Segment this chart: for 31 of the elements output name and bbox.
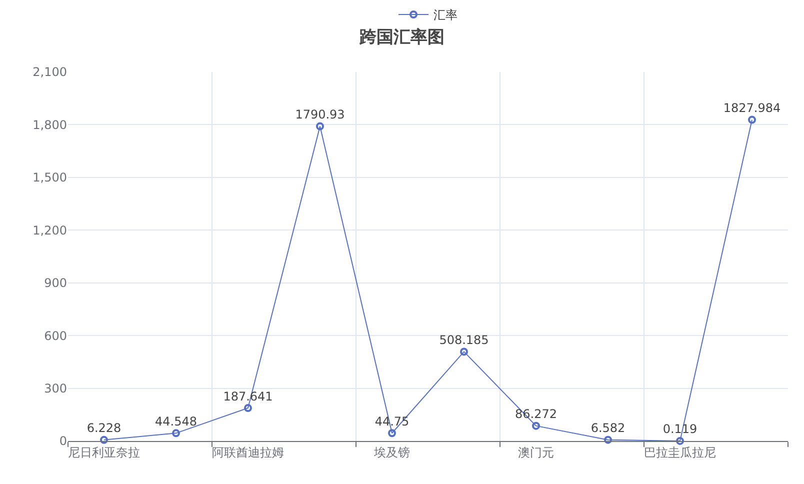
y-tick-label: 0: [59, 434, 67, 448]
point: [316, 122, 324, 130]
point: [388, 429, 396, 438]
data-label: 1790.93: [295, 108, 345, 122]
point: [100, 436, 108, 444]
data-label: 1827.984: [723, 101, 781, 116]
chart-title: 跨国汇率图: [358, 27, 444, 48]
x-tick-label: 阿联酋迪拉姆: [212, 445, 284, 460]
data-label: 6.228: [86, 421, 122, 436]
x-tick-label: 尼日利亚奈拉: [68, 445, 140, 460]
point: [532, 422, 540, 430]
point: [460, 348, 468, 356]
point: [244, 404, 252, 412]
legend-label: 汇率: [434, 8, 458, 22]
y-tick-label: 600: [44, 328, 67, 343]
y-tick-label: 1,500: [32, 170, 67, 185]
point: [604, 436, 612, 444]
point: [748, 116, 756, 124]
x-tick-label: 巴拉圭瓜拉尼: [644, 445, 716, 460]
y-tick-label: 900: [44, 276, 67, 290]
data-label: 6.582: [590, 421, 626, 436]
y-tick-label: 1,200: [32, 223, 67, 238]
point: [172, 429, 180, 438]
y-tick-label: 300: [44, 381, 67, 396]
y-tick-label: 1,800: [32, 118, 67, 132]
x-tick-label: 澳门元: [518, 445, 554, 460]
data-label: 44.548: [155, 414, 197, 428]
y-tick-label: 2,100: [32, 65, 67, 80]
x-tick-label: 埃及镑: [373, 445, 410, 460]
data-label: 508.185: [439, 332, 489, 347]
point: [676, 436, 684, 445]
